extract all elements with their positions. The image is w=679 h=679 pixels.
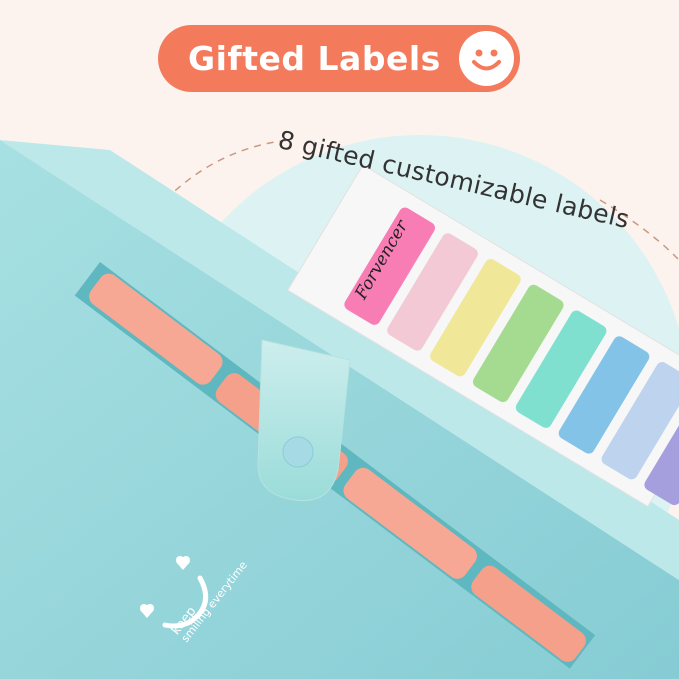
snap-button[interactable] [282,436,314,468]
sticky-label [344,207,435,325]
folder-strap [257,339,351,502]
sticky-label [601,362,679,480]
divider-tab [89,273,223,385]
sticky-label [644,387,679,506]
divider-tab [471,565,586,662]
sticky-label [515,310,607,428]
sticky-label [430,259,521,377]
header-title: Gifted Labels [188,39,441,78]
sticky-label [558,336,650,454]
smile-icon [140,556,209,629]
header-badge: Gifted Labels [158,25,520,92]
sticky-label [472,284,564,403]
sticky-label [387,233,478,351]
smiley-face-icon [459,31,514,86]
label-sheet [287,164,679,508]
divider-tab [343,467,477,579]
